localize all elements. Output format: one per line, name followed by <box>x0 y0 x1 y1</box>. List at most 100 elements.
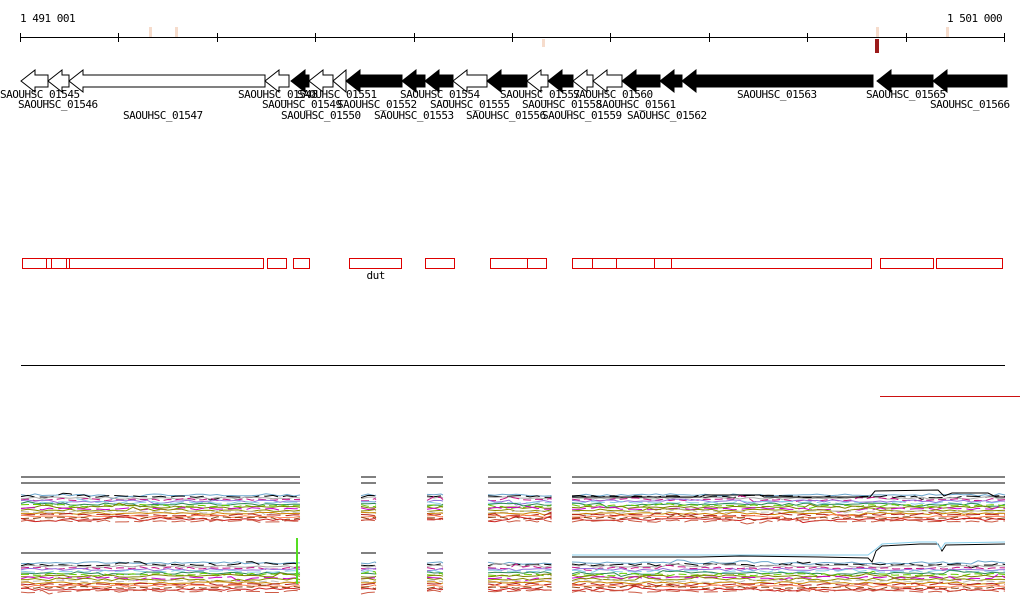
coverage-line <box>571 506 1006 513</box>
coverage-line <box>20 579 301 583</box>
coverage-line <box>360 496 377 500</box>
coverage-line <box>426 584 444 587</box>
coverage-line <box>20 566 301 570</box>
coverage-highlight-line <box>572 541 1006 556</box>
coverage-line <box>360 582 377 586</box>
gene-arrow-SAOUHSC_01562[interactable] <box>659 69 683 94</box>
coverage-line <box>426 507 444 511</box>
feature-box[interactable] <box>936 258 1003 269</box>
coverage-line <box>360 514 377 517</box>
coverage-line <box>426 572 444 576</box>
coverage-line <box>426 581 444 585</box>
coverage-line <box>487 580 552 584</box>
gene-label: SAOUHSC_01552 <box>337 98 417 111</box>
coverage-line <box>360 511 377 514</box>
gene-arrow-SAOUHSC_01548[interactable] <box>264 69 290 94</box>
coverage-line <box>571 499 1006 505</box>
coverage-line <box>360 507 376 511</box>
coverage-line <box>487 496 552 500</box>
coverage-line <box>571 569 1006 578</box>
coverage-line <box>487 589 552 593</box>
coverage-line <box>20 506 301 512</box>
coverage-line <box>487 586 552 590</box>
feature-box[interactable] <box>880 258 934 269</box>
gene-label: SAOUHSC_01557 <box>500 88 580 101</box>
ruler-tick <box>1004 33 1005 42</box>
coverage-line <box>571 581 1006 586</box>
coverage-line <box>487 516 552 520</box>
feature-box-divider <box>69 259 70 268</box>
coverage-line <box>20 503 301 510</box>
coverage-line <box>571 568 1006 574</box>
coverage-line <box>360 517 377 521</box>
coverage-line <box>20 587 301 591</box>
coverage-line <box>487 508 552 513</box>
red-graph-line <box>880 396 1020 397</box>
ruler-tick <box>610 33 611 42</box>
coverage-line <box>571 581 1006 587</box>
coverage-line <box>360 506 377 509</box>
feature-box[interactable] <box>293 258 310 269</box>
coverage-line <box>360 501 377 503</box>
coverage-highlight-line <box>572 489 1005 498</box>
coverage-line <box>487 499 552 506</box>
feature-box[interactable] <box>349 258 402 269</box>
coverage-line <box>20 584 301 591</box>
coverage-line <box>572 511 1005 517</box>
coverage-line <box>487 496 552 502</box>
coverage-line <box>487 571 552 574</box>
coverage-line <box>488 501 552 504</box>
gene-arrow-SAOUHSC_01547[interactable] <box>68 69 266 94</box>
coverage-line <box>571 584 1006 591</box>
gene-arrow-SAOUHSC_01563[interactable] <box>681 69 874 94</box>
coverage-line <box>20 502 301 510</box>
feature-box[interactable] <box>267 258 287 269</box>
coverage-line <box>427 517 444 520</box>
coverage-line <box>426 504 444 508</box>
coverage-line <box>20 510 301 516</box>
coverage-line <box>487 569 552 573</box>
coverage-line <box>571 575 1006 582</box>
ruler-tick <box>315 33 316 42</box>
coverage-line <box>20 519 301 523</box>
coverage-line <box>571 507 1006 513</box>
coverage-line <box>360 580 377 583</box>
ruler-tick <box>709 33 710 42</box>
feature-box[interactable] <box>490 258 547 269</box>
ruler-tick <box>906 33 907 42</box>
coverage-line <box>571 513 1006 522</box>
coverage-line <box>571 517 1006 525</box>
gene-arrow-SAOUHSC_01566[interactable] <box>932 69 1008 94</box>
coverage-line <box>571 503 1006 509</box>
coverage-line <box>360 577 377 581</box>
coverage-line <box>20 507 300 511</box>
feature-box[interactable] <box>22 258 264 269</box>
coverage-line <box>426 583 444 585</box>
coverage-line <box>426 564 444 567</box>
coverage-line <box>20 564 301 568</box>
coverage-line <box>487 493 552 497</box>
coverage-line <box>20 514 301 519</box>
feature-box-divider <box>527 259 528 268</box>
coverage-line <box>360 590 377 595</box>
gene-label: SAOUHSC_01548 <box>238 88 318 101</box>
coverage-line <box>426 512 444 514</box>
feature-box[interactable] <box>572 258 872 269</box>
coverage-line <box>571 573 1006 580</box>
coverage-line <box>360 587 376 590</box>
coverage-line <box>571 502 1006 508</box>
ruler-pink-mark <box>946 27 949 37</box>
coverage-line <box>426 503 444 506</box>
coverage-line <box>426 561 444 564</box>
gene-label: SAOUHSC_01559 <box>542 109 622 122</box>
ruler-end-coordinate: 1 501 000 <box>947 12 1003 25</box>
coverage-line <box>360 519 377 522</box>
coverage-line <box>360 561 377 565</box>
feature-box-divider <box>592 259 593 268</box>
coverage-line <box>20 492 301 501</box>
coverage-line <box>360 504 377 508</box>
coverage-line <box>426 510 444 514</box>
gene-label: SAOUHSC_01550 <box>281 109 361 122</box>
feature-box[interactable] <box>425 258 455 269</box>
coverage-line <box>20 589 301 595</box>
